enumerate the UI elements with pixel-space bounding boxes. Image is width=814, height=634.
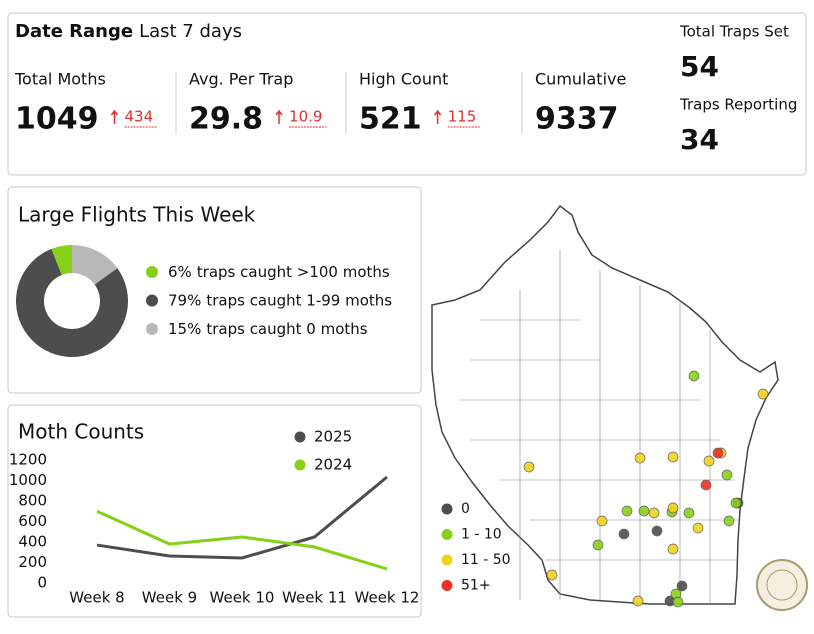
trap-point [676, 580, 688, 592]
y-tick-label: 0 [37, 574, 47, 592]
legend-category: traps caught >100 moths [197, 263, 390, 281]
trap-point [523, 461, 535, 473]
trap-point [667, 543, 679, 555]
up-arrow [434, 109, 442, 124]
x-tick-label: Week 12 [355, 589, 420, 607]
kpi-change: 434 [125, 108, 154, 126]
legend-category: traps caught 0 moths [206, 320, 367, 338]
map-legend-label: 11 - 50 [461, 552, 511, 568]
trap-point [621, 505, 633, 517]
trap-point [730, 497, 742, 509]
line-series [96, 509, 388, 571]
x-tick-label: Week 10 [210, 589, 275, 607]
trap-point [757, 388, 769, 400]
counts-card [7, 404, 422, 618]
legend-label: 2024 [314, 456, 352, 474]
y-tick-label: 200 [18, 553, 47, 571]
kpi-label: Cumulative [535, 70, 626, 89]
map-legend-dot [441, 529, 453, 540]
legend-dot [146, 323, 158, 335]
x-tick-label: Week 11 [282, 589, 347, 607]
y-tick-label: 800 [18, 492, 47, 510]
legend-entry: 15% traps caught 0 moths [168, 320, 368, 338]
y-tick-label: 1200 [9, 451, 47, 469]
total-label: Traps Reporting [679, 96, 797, 114]
legend-entry: 79% traps caught 1-99 moths [168, 291, 392, 309]
chart-title: Moth Counts [18, 420, 144, 444]
donut-slice [72, 245, 118, 285]
line-series [96, 475, 388, 560]
y-tick-label: 600 [18, 512, 47, 530]
trap-point [667, 451, 679, 463]
kpi-value: 1049 [15, 102, 99, 137]
chart-title: Large Flights This Week [18, 203, 256, 227]
date-range-value: Last 7 days [139, 21, 242, 42]
kpi-value: 521 [359, 102, 422, 137]
donut-slice [16, 248, 129, 357]
kpi-label: Total Moths [14, 70, 106, 89]
trap-point [632, 595, 644, 607]
state-outline [431, 204, 779, 605]
x-tick-label: Week 8 [69, 589, 124, 607]
trap-point [651, 525, 663, 537]
kpi-label: Avg. Per Trap [189, 70, 293, 89]
date-range: Date Range Last 7 days [15, 21, 242, 42]
trap-point [712, 447, 724, 459]
map-legend-label: 0 [461, 501, 470, 517]
legend-dot [146, 266, 158, 278]
legend-dot [294, 431, 306, 443]
trap-point [648, 507, 660, 519]
map-legend-dot [441, 503, 453, 515]
legend-label: 2025 [314, 428, 352, 446]
trap-point [667, 502, 679, 514]
seal-logo [756, 559, 808, 611]
donut-slice [51, 245, 72, 275]
legend-value: 15% [168, 320, 201, 338]
trap-point [700, 479, 712, 491]
trap-point [592, 539, 604, 551]
trap-point [683, 507, 695, 519]
legend-value: 79% [168, 291, 201, 309]
trap-point [721, 469, 733, 481]
legend-value: 6% [168, 263, 192, 281]
summary-card [7, 12, 807, 176]
kpi-value: 9337 [535, 102, 619, 137]
trap-point [638, 505, 650, 517]
map-legend-label: 1 - 10 [461, 527, 502, 543]
kpi-change: 10.9 [289, 108, 322, 126]
trap-point [723, 515, 735, 527]
kpi-value: 29.8 [189, 102, 263, 137]
trap-point [546, 569, 558, 581]
total-value: 54 [680, 50, 719, 83]
y-tick-label: 400 [18, 533, 47, 551]
map-legend-dot [441, 554, 453, 566]
legend-category: traps caught 1-99 moths [206, 291, 392, 309]
total-value: 34 [680, 123, 719, 156]
legend-entry: 6% traps caught >100 moths [168, 263, 390, 281]
trap-point [688, 370, 700, 382]
trap-point [692, 522, 704, 534]
county-lines [460, 250, 738, 604]
legend-dot [146, 294, 158, 307]
seal-logo-inner [766, 569, 798, 601]
map-legend-label: 51+ [461, 578, 491, 594]
trap-point [634, 452, 646, 464]
trap-point [596, 515, 608, 527]
trap-point [618, 528, 630, 540]
trap-point [672, 596, 684, 608]
trap-point [703, 455, 715, 467]
up-arrow [275, 109, 283, 124]
x-tick-label: Week 9 [142, 589, 197, 607]
y-tick-label: 1000 [9, 471, 47, 489]
up-arrow [110, 109, 119, 124]
flights-card [7, 186, 422, 394]
map-legend-dot [441, 580, 453, 591]
date-range-label: Date Range [15, 21, 133, 42]
kpi-label: High Count [359, 70, 448, 89]
map: 0 1 - 10 11 - 50 51+ [431, 204, 808, 611]
total-label: Total Traps Set [679, 23, 789, 41]
kpi-change: 115 [448, 108, 477, 126]
legend-dot [294, 459, 306, 471]
